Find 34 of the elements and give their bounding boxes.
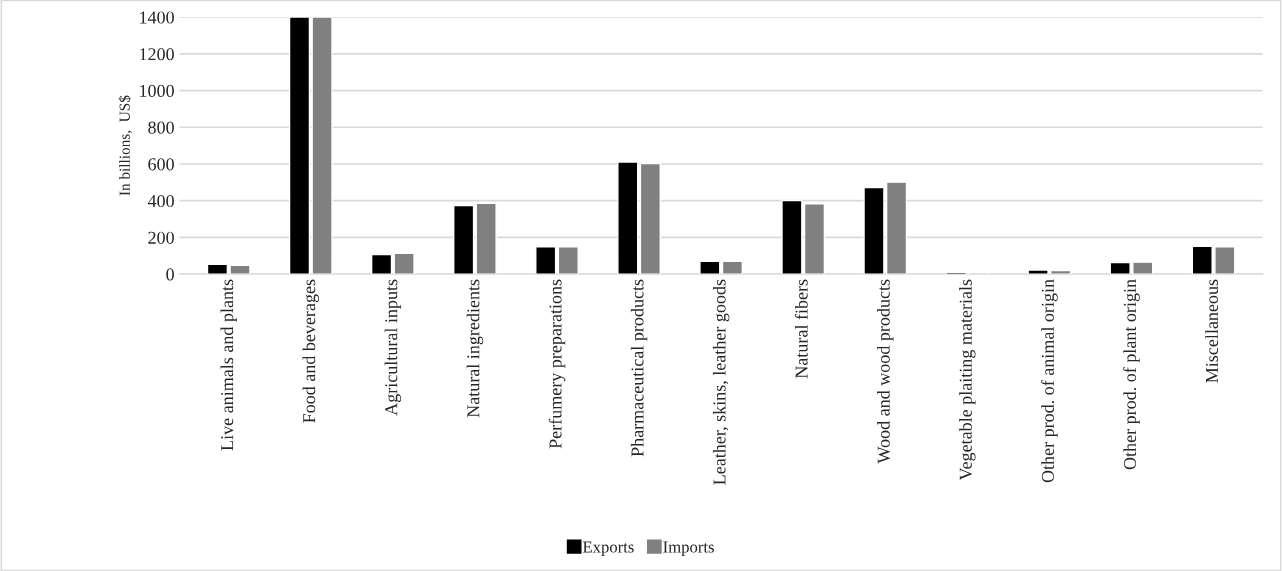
x-tick-label: Natural fibers (794, 279, 808, 379)
bar (393, 252, 415, 275)
x-tick-label: Other prod. of plant origin (1123, 279, 1140, 470)
y-axis-title: In billions, US$ (118, 95, 133, 196)
y-tick-label: 1200 (140, 48, 174, 61)
x-tick-label: Miscellaneous (1205, 279, 1219, 383)
bar (617, 161, 639, 275)
x-tick-label: Wood and wood products (877, 279, 894, 464)
bar (370, 253, 393, 275)
bar (699, 260, 721, 275)
x-tick-label: Perfumery preparations (548, 279, 566, 449)
x-tick-label: Vegetable plaiting materials (959, 279, 976, 481)
x-tick-label: Natural ingredients (466, 279, 484, 418)
x-tick-label: Other prod. of animal origin (1041, 279, 1058, 483)
y-tick-label: 0 (166, 268, 174, 281)
y-tick-label: 800 (148, 121, 174, 134)
legend-label: Exports (582, 541, 634, 556)
x-tick-label: Food and beverages (302, 279, 319, 423)
bar (557, 246, 579, 275)
x-tick-label: Live animals and plants (220, 279, 237, 451)
y-tick-label: 1400 (140, 11, 174, 24)
bar (535, 246, 557, 275)
bar (721, 260, 744, 275)
y-tick-label: 200 (148, 231, 174, 244)
bar (475, 202, 497, 275)
x-tick-label: Leather, skins, leather goods (712, 279, 730, 485)
y-tick-label: 400 (147, 194, 174, 208)
x-tick-label: Pharmaceutical products (630, 279, 648, 457)
bar (453, 204, 475, 275)
bar (639, 162, 661, 275)
x-tick-label: Agricultural inputs (384, 279, 402, 416)
legend-label: Imports (663, 541, 714, 556)
y-tick-label: 600 (148, 158, 174, 171)
y-tick-label: 1000 (140, 84, 174, 97)
